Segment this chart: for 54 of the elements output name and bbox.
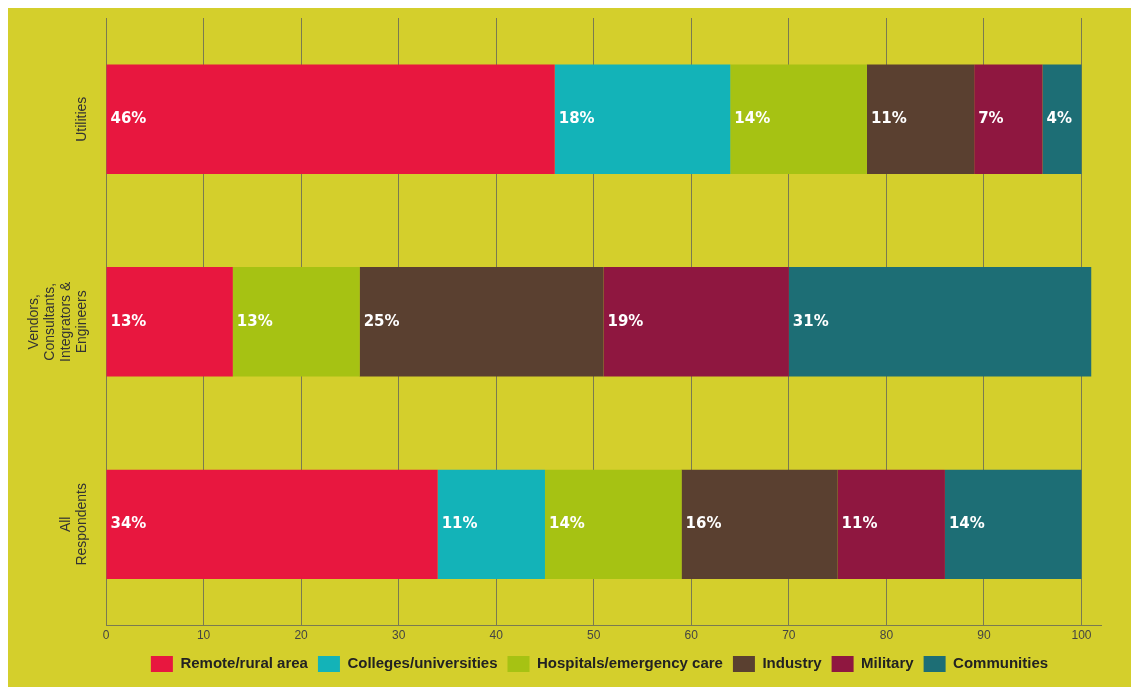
legend-label: Colleges/universities bbox=[347, 654, 498, 672]
data-label: 18% bbox=[558, 109, 595, 128]
y-tick-label: Vendors, Consultants, Integrators & Engineers bbox=[24, 281, 89, 362]
bar bbox=[544, 469, 682, 580]
data-label: 11% bbox=[441, 514, 478, 533]
bar bbox=[359, 267, 604, 377]
x-tick-label: 60 bbox=[684, 628, 699, 643]
data-label: 11% bbox=[841, 514, 878, 533]
bar bbox=[106, 469, 438, 580]
x-tick-label: 20 bbox=[294, 628, 309, 643]
data-label: 13% bbox=[110, 311, 147, 330]
data-label: 13% bbox=[236, 311, 273, 330]
legend-label: Military bbox=[861, 654, 915, 672]
data-label: 34% bbox=[110, 514, 147, 533]
x-tick-label: 100 bbox=[1071, 628, 1092, 643]
x-tick-label: 30 bbox=[391, 628, 406, 643]
bar bbox=[730, 64, 867, 174]
data-label: 16% bbox=[685, 514, 722, 533]
x-tick-label: 0 bbox=[102, 628, 110, 643]
legend-label: Hospitals/emergency care bbox=[537, 654, 723, 672]
data-label: 4% bbox=[1046, 109, 1072, 128]
data-label: 14% bbox=[734, 109, 771, 128]
bar bbox=[974, 64, 1043, 174]
bar bbox=[788, 267, 1092, 377]
bar bbox=[866, 64, 975, 174]
legend-label: Communities bbox=[953, 654, 1049, 672]
y-tick-label: Utilities bbox=[72, 96, 89, 142]
bar bbox=[437, 469, 545, 580]
bar bbox=[681, 469, 838, 580]
data-label: 14% bbox=[948, 514, 985, 533]
data-label: 31% bbox=[792, 311, 829, 330]
x-tick-label: 50 bbox=[587, 628, 601, 643]
data-label: 11% bbox=[870, 109, 907, 128]
data-label: 14% bbox=[548, 514, 585, 533]
data-label: 46% bbox=[110, 109, 147, 128]
legend-label: Industry bbox=[762, 654, 823, 672]
x-tick-label: 80 bbox=[879, 628, 894, 643]
x-tick-label: 40 bbox=[489, 628, 504, 643]
data-label: 25% bbox=[363, 311, 400, 330]
bar bbox=[944, 469, 1082, 580]
x-tick-label: 90 bbox=[977, 628, 991, 643]
x-tick-label: 10 bbox=[196, 628, 211, 643]
bar bbox=[603, 267, 789, 377]
data-label: 7% bbox=[978, 109, 1004, 128]
x-tick-label: 70 bbox=[782, 628, 796, 643]
bar bbox=[1042, 64, 1082, 174]
bar bbox=[106, 64, 555, 174]
y-tick-label: All Respondents bbox=[56, 483, 89, 566]
legend-label: Remote/rural area bbox=[180, 654, 309, 672]
bar bbox=[232, 267, 360, 377]
data-label: 19% bbox=[607, 311, 644, 330]
bar bbox=[554, 64, 731, 174]
bar bbox=[837, 469, 945, 580]
bar bbox=[106, 267, 233, 377]
